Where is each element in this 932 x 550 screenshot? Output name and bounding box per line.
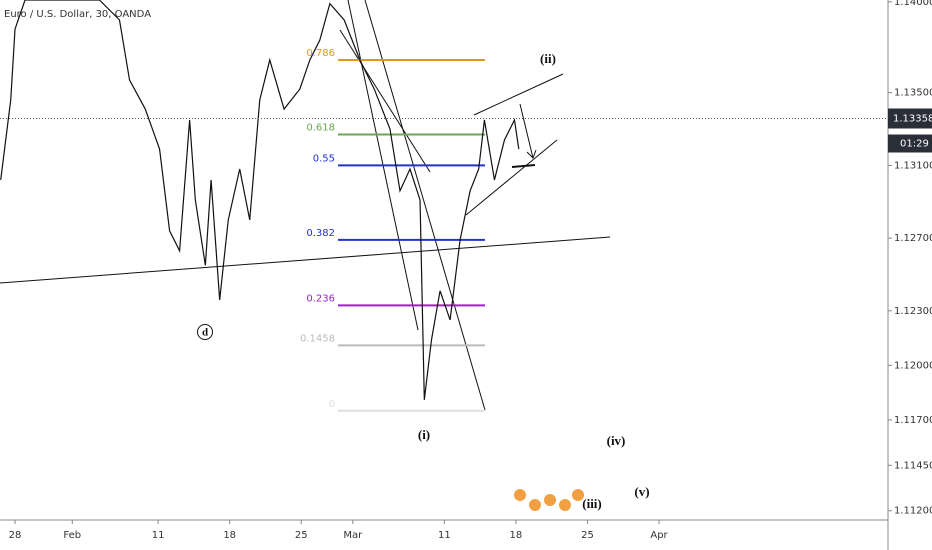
event-icon: [529, 499, 541, 511]
fib-label: 0.618: [306, 122, 335, 133]
y-tick-label: 1.13500: [894, 88, 932, 99]
y-tick-label: 1.12700: [894, 233, 932, 244]
x-tick-label: 28: [9, 530, 22, 541]
wave-label: (v): [634, 484, 649, 499]
y-tick-label: 1.12000: [894, 360, 932, 371]
wave-label: d: [202, 327, 208, 339]
fib-label: 0: [329, 399, 335, 410]
event-icon: [544, 494, 556, 506]
x-tick-label: 11: [152, 530, 165, 541]
arrow: [519, 103, 534, 159]
arrow-head: [526, 149, 537, 159]
x-tick-label: 18: [223, 530, 236, 541]
countdown-label: 01:29: [900, 139, 929, 150]
wave-label: (ii): [540, 51, 556, 66]
price-line: [0, 0, 520, 400]
wave-label: (iii): [582, 496, 602, 511]
x-tick-label: Mar: [343, 530, 363, 541]
chart-title: Euro / U.S. Dollar, 30, OANDA: [4, 9, 151, 20]
wave-labels: (ii) (i) d (iii) (iv) (v): [202, 51, 650, 511]
last-price-box: [888, 108, 932, 129]
wave-label: (i): [418, 427, 430, 442]
trendline: [339, 29, 431, 173]
last-price-label: 1.13358: [893, 114, 932, 125]
x-tick-label: 11: [438, 530, 451, 541]
fib-label: 0.1458: [300, 333, 335, 344]
fib-label: 0.786: [306, 48, 335, 59]
y-tick-label: 1.11200: [894, 506, 932, 517]
event-icon: [572, 489, 584, 501]
y-tick-label: 1.11700: [894, 415, 932, 426]
x-tick-label: 25: [581, 530, 594, 541]
fib-label: 0.55: [313, 153, 335, 164]
wave-label: (iv): [607, 433, 626, 448]
event-icon: [559, 499, 571, 511]
event-icon: [514, 489, 526, 501]
target-line: [511, 164, 536, 168]
fib-label: 0.236: [306, 293, 335, 304]
x-tick-label: Apr: [650, 530, 668, 541]
drawings: [0, 0, 611, 511]
trendline: [0, 236, 611, 284]
y-tick-label: 1.11450: [894, 460, 932, 471]
y-tick-label: 1.12300: [894, 306, 932, 317]
y-tick-label: 1.14000: [894, 0, 932, 8]
channel-line: [473, 73, 564, 116]
y-tick-label: 1.13100: [894, 160, 932, 171]
x-tick-label: Feb: [63, 530, 81, 541]
x-tick-label: 25: [295, 530, 308, 541]
x-tick-label: 18: [510, 530, 523, 541]
fib-label: 0.382: [306, 228, 335, 239]
channel-line: [465, 139, 558, 216]
countdown-box: [888, 134, 932, 153]
event-icons: [514, 489, 584, 511]
trendline: [364, 0, 486, 411]
circle: [197, 324, 213, 340]
